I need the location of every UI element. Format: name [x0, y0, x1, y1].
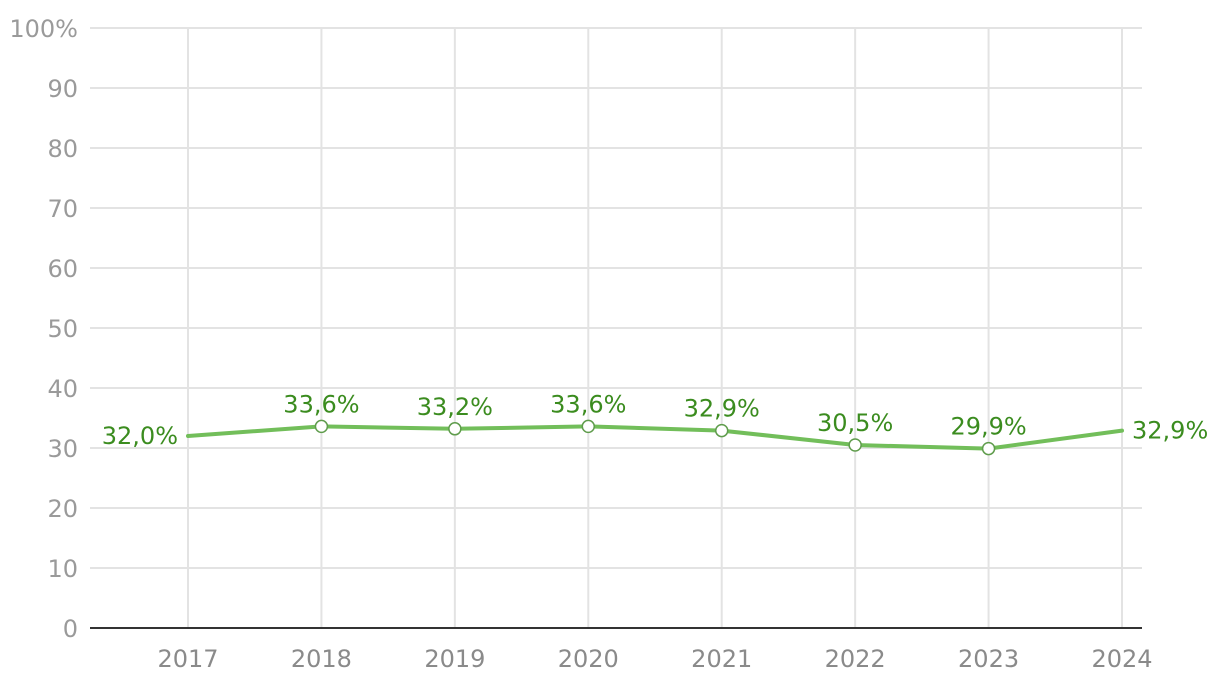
y-tick-label: 70 [47, 195, 78, 223]
y-tick-label: 10 [47, 555, 78, 583]
x-tick-label: 2020 [558, 645, 619, 673]
data-label: 30,5% [817, 409, 893, 437]
data-label: 33,6% [283, 390, 359, 418]
data-label: 32,9% [1132, 417, 1208, 445]
series-line [186, 424, 1124, 451]
data-point [848, 438, 862, 452]
data-point [714, 423, 729, 438]
x-tick-label: 2017 [157, 645, 218, 673]
data-point [981, 441, 996, 456]
data-point [581, 419, 596, 434]
x-tick-label: 2021 [691, 645, 752, 673]
y-tick-label: 20 [47, 495, 78, 523]
y-tick-label: 0 [63, 615, 78, 643]
y-tick-label: 40 [47, 375, 78, 403]
data-point [448, 422, 462, 436]
data-label: 33,6% [550, 390, 626, 418]
y-gridlines [90, 27, 1142, 569]
y-tick-label: 50 [47, 315, 78, 343]
data-label: 32,9% [684, 395, 760, 423]
series-layer [186, 419, 1124, 456]
data-label: 33,2% [417, 393, 493, 421]
y-axis-tick-labels: 0 10 20 30 40 50 60 70 80 90 100% [9, 15, 78, 643]
x-tick-label: 2024 [1091, 645, 1152, 673]
x-tick-label: 2019 [424, 645, 485, 673]
data-labels-layer: 32,0% 33,6% 33,2% 33,6% 32,9% 30,5% 29,9% 32,9% [102, 390, 1209, 450]
x-tick-label: 2023 [958, 645, 1019, 673]
y-tick-label: 60 [47, 255, 78, 283]
y-tick-label: 90 [47, 75, 78, 103]
y-tick-label: 80 [47, 135, 78, 163]
y-tick-label: 100% [9, 15, 78, 43]
x-tick-label: 2018 [291, 645, 352, 673]
y-tick-label: 30 [47, 435, 78, 463]
x-gridlines [187, 28, 1123, 628]
data-label: 32,0% [102, 422, 178, 450]
data-label: 29,9% [950, 413, 1026, 441]
x-axis-tick-labels: 2017 2018 2019 2020 2021 2022 2023 2024 [157, 645, 1152, 673]
data-point [314, 419, 329, 434]
x-tick-label: 2022 [825, 645, 886, 673]
